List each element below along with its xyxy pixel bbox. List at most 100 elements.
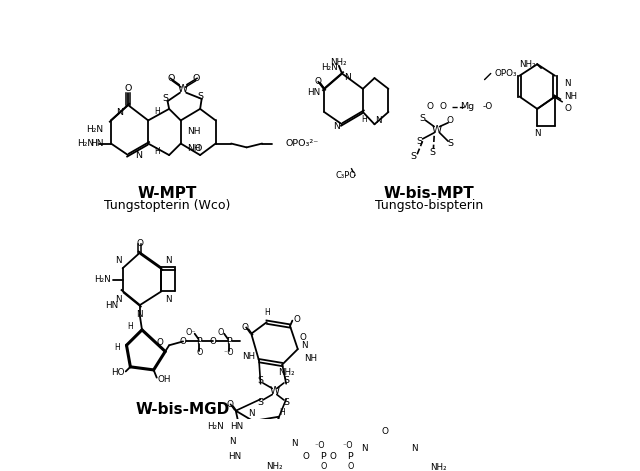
Text: P: P [347,452,353,461]
Text: S: S [163,94,168,103]
Text: H: H [127,322,132,331]
Text: O: O [294,316,301,325]
Text: S: S [410,152,416,161]
Text: O: O [348,463,354,471]
Text: P: P [226,337,232,346]
Text: H: H [264,309,269,317]
Text: O: O [226,400,233,409]
Text: NH₂: NH₂ [430,463,447,471]
Text: OPO₃: OPO₃ [495,69,517,78]
Text: O: O [156,338,163,347]
Text: P: P [320,452,326,461]
Text: N: N [116,108,123,117]
Text: N: N [291,439,298,447]
Text: S: S [197,92,203,101]
Text: H: H [362,115,367,124]
Text: S: S [257,398,264,407]
Text: NH: NH [242,352,255,361]
Text: O: O [303,452,310,461]
Text: O: O [209,337,216,346]
Text: O: O [136,239,143,248]
Text: Tungstopterin (Wco): Tungstopterin (Wco) [104,199,230,212]
Text: HN: HN [230,422,244,430]
Text: C₃PO: C₃PO [336,171,356,180]
Text: NH: NH [304,354,317,363]
Text: O: O [320,463,326,471]
Text: NH₂: NH₂ [266,462,283,471]
Text: H: H [155,147,161,156]
Text: -O: -O [483,102,493,111]
Text: N: N [411,444,417,453]
Text: W: W [269,387,280,397]
Text: O: O [314,77,321,86]
Text: N: N [301,341,307,350]
Text: N: N [115,294,122,304]
Text: O: O [330,452,337,461]
Text: N: N [165,256,172,265]
Text: H: H [280,408,285,417]
Text: S: S [283,376,289,385]
Text: O: O [564,105,572,114]
Text: Mg: Mg [460,102,475,111]
Text: ⁻O: ⁻O [223,348,234,357]
Text: N: N [361,444,367,453]
Text: N: N [248,408,255,417]
Text: N: N [564,79,571,88]
Text: N: N [375,116,381,125]
Text: S: S [417,137,422,146]
Text: S: S [257,376,264,385]
Text: N: N [534,129,541,138]
Text: NH₂: NH₂ [330,58,347,67]
Text: HN: HN [106,300,119,310]
Text: HN: HN [90,139,103,148]
Text: O⁻: O⁻ [186,328,196,337]
Text: O: O [382,427,389,436]
Text: OPO₃²⁻: OPO₃²⁻ [285,139,319,148]
Text: NH: NH [564,92,577,101]
Text: W-MPT: W-MPT [137,186,196,201]
Text: W: W [431,125,442,135]
Text: N: N [134,151,141,160]
Text: S: S [447,139,454,148]
Text: O: O [427,102,434,111]
Text: NH: NH [187,145,200,154]
Text: H₂N: H₂N [207,422,224,430]
Text: N: N [344,73,351,82]
Text: NH: NH [187,127,200,136]
Text: W-bis-MGD: W-bis-MGD [136,402,230,417]
Text: O: O [195,145,202,154]
Text: O: O [168,73,175,82]
Text: W: W [178,84,188,94]
Text: S: S [429,148,436,157]
Text: ⁻O: ⁻O [342,441,353,450]
Text: O: O [217,328,223,337]
Text: S: S [283,398,289,407]
Text: N: N [333,122,340,131]
Text: Tungsto-bispterin: Tungsto-bispterin [374,199,483,212]
Text: ⁻O: ⁻O [315,441,326,450]
Text: H: H [155,107,161,116]
Text: P: P [196,337,202,346]
Text: O: O [124,84,132,93]
Text: OH: OH [157,374,171,384]
Text: O: O [300,333,307,342]
Text: O: O [193,73,200,82]
Text: O: O [447,116,454,125]
Text: N: N [165,294,172,304]
Text: NH₂: NH₂ [520,60,536,69]
Text: HN: HN [228,453,241,462]
Text: H: H [115,343,120,352]
Text: H₂N: H₂N [77,139,94,148]
Text: N: N [115,256,122,265]
Text: O: O [196,348,202,357]
Text: NH₂: NH₂ [278,368,294,377]
Text: HN: HN [307,88,320,97]
Text: H₂N: H₂N [94,276,111,284]
Text: O: O [439,102,446,111]
Text: N: N [136,310,143,319]
Text: O: O [241,323,248,332]
Text: W-bis-MPT: W-bis-MPT [383,186,474,201]
Text: S: S [420,114,426,122]
Text: H₂N: H₂N [321,63,338,72]
Text: H₂N: H₂N [86,125,103,134]
